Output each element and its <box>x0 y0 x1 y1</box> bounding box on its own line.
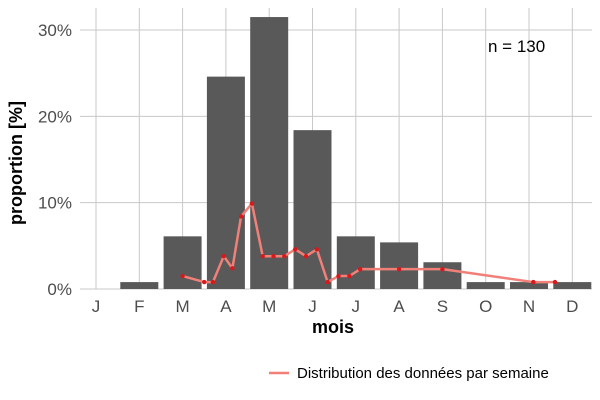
bar-J <box>293 130 332 289</box>
x-tick-label: J <box>92 297 101 316</box>
x-axis-title: mois <box>312 317 354 337</box>
y-tick-label: 20% <box>38 107 72 126</box>
y-tick-label: 30% <box>38 21 72 40</box>
bar-M <box>163 236 202 289</box>
weekly-point <box>260 253 265 259</box>
bars <box>120 17 592 290</box>
tick-labels: 0% 10% 20% 30% J F M A M J J A S O N D <box>38 21 578 316</box>
x-tick-label: A <box>393 297 405 316</box>
weekly-point <box>325 279 330 285</box>
bar-A <box>206 76 245 290</box>
weekly-point <box>303 253 309 259</box>
weekly-point <box>314 247 320 252</box>
weekly-point <box>271 253 276 259</box>
weekly-point <box>336 273 341 279</box>
weekly-point <box>531 279 536 285</box>
x-tick-label: O <box>479 297 492 316</box>
legend: Distribution des données par semaine <box>269 365 549 382</box>
bar-O <box>466 282 505 289</box>
y-tick-label: 0% <box>47 280 72 299</box>
bar-A <box>380 242 419 289</box>
weekly-point <box>347 273 352 279</box>
bar-S <box>423 262 462 289</box>
bar-D <box>553 282 592 289</box>
bar-N <box>510 282 548 289</box>
x-tick-label: D <box>566 297 578 316</box>
weekly-point <box>552 279 558 285</box>
x-tick-label: F <box>134 297 144 316</box>
x-tick-label: J <box>308 297 317 316</box>
x-tick-label: M <box>262 297 276 316</box>
weekly-point <box>180 273 185 279</box>
x-tick-label: A <box>220 297 232 316</box>
weekly-point <box>292 247 298 252</box>
weekly-point <box>440 266 445 272</box>
y-axis-title: proportion [%] <box>6 101 26 225</box>
y-tick-label: 10% <box>38 194 72 213</box>
weekly-point <box>357 266 363 272</box>
weekly-point <box>230 266 235 271</box>
weekly-point <box>221 253 226 259</box>
weekly-point <box>282 253 287 259</box>
weekly-point <box>396 266 402 272</box>
grid <box>80 8 592 290</box>
bar-F <box>120 282 159 289</box>
bar-M <box>250 17 289 290</box>
weekly-point <box>210 279 216 285</box>
x-tick-label: J <box>352 297 361 316</box>
weekly-point <box>249 201 255 206</box>
weekly-distribution-line-layer <box>180 201 558 285</box>
weekly-point <box>238 214 244 219</box>
x-tick-label: S <box>437 297 448 316</box>
weekly-point <box>202 279 207 285</box>
legend-label: Distribution des données par semaine <box>297 365 549 382</box>
x-tick-label: N <box>523 297 535 316</box>
x-tick-label: M <box>176 297 190 316</box>
bar-J <box>336 236 375 289</box>
sample-size-annotation: n = 130 <box>488 37 545 56</box>
